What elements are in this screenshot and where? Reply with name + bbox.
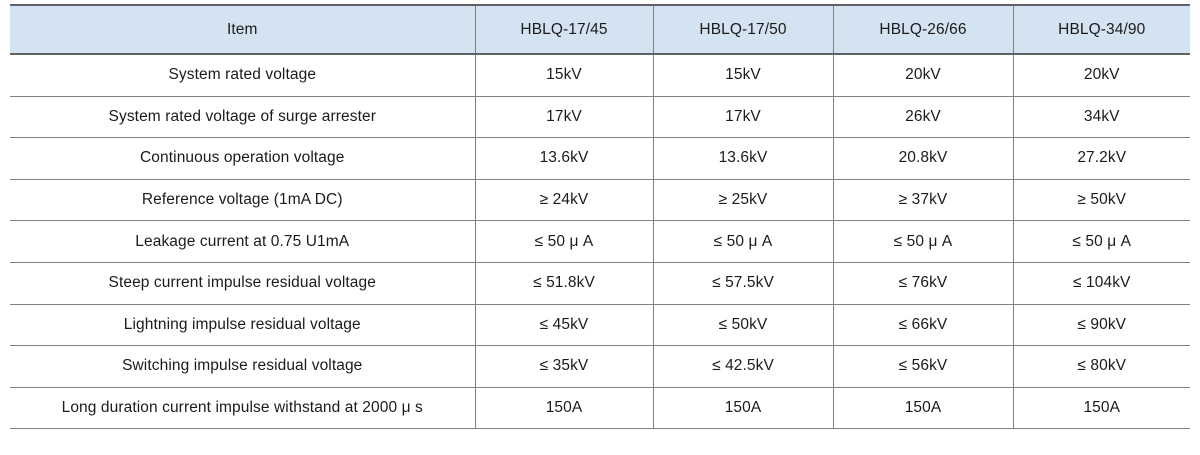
table-cell: ≤ 51.8kV xyxy=(474,261,654,305)
table-row: System rated voltage 15kV 15kV 20kV 20kV xyxy=(10,53,1190,97)
table-cell: ≤ 66kV xyxy=(832,303,1014,347)
table-row: Long duration current impulse withstand … xyxy=(10,386,1190,430)
table-cell: ≤ 76kV xyxy=(832,261,1014,305)
table-cell: 34kV xyxy=(1012,95,1190,139)
table-cell: ≤ 50 μ A xyxy=(1012,220,1190,263)
table-cell: 20kV xyxy=(1012,53,1190,97)
row-item-label: System rated voltage of surge arrester xyxy=(10,95,476,139)
table-row: Switching impulse residual voltage ≤ 35k… xyxy=(10,345,1190,388)
table-cell: ≤ 104kV xyxy=(1012,261,1190,305)
table-cell: 20kV xyxy=(832,53,1014,97)
row-item-label: Reference voltage (1mA DC) xyxy=(10,178,476,222)
table-cell: 150A xyxy=(474,386,654,430)
column-header-item: Item xyxy=(10,5,476,55)
table-cell: ≤ 50 μ A xyxy=(652,220,834,263)
column-header-model: HBLQ-17/50 xyxy=(652,5,834,55)
column-header-model: HBLQ-26/66 xyxy=(832,5,1014,55)
table-cell: 150A xyxy=(652,386,834,430)
row-item-label: Steep current impulse residual voltage xyxy=(10,261,476,305)
table-cell: 27.2kV xyxy=(1012,137,1190,180)
row-item-label: System rated voltage xyxy=(10,53,476,97)
table-cell: 150A xyxy=(1012,386,1190,430)
row-item-label: Continuous operation voltage xyxy=(10,137,476,180)
row-item-label: Leakage current at 0.75 U1mA xyxy=(10,220,476,263)
table-cell: ≤ 35kV xyxy=(474,345,654,388)
table-cell: 13.6kV xyxy=(474,137,654,180)
table-row: Steep current impulse residual voltage ≤… xyxy=(10,261,1190,305)
table-cell: ≥ 37kV xyxy=(832,178,1014,222)
table-cell: ≤ 50 μ A xyxy=(474,220,654,263)
row-item-label: Lightning impulse residual voltage xyxy=(10,303,476,347)
row-item-label: Switching impulse residual voltage xyxy=(10,345,476,388)
table-cell: 15kV xyxy=(652,53,834,97)
table-cell: 26kV xyxy=(832,95,1014,139)
table-cell: 17kV xyxy=(652,95,834,139)
table-row: Continuous operation voltage 13.6kV 13.6… xyxy=(10,137,1190,180)
table-row: System rated voltage of surge arrester 1… xyxy=(10,95,1190,139)
table-cell: ≤ 56kV xyxy=(832,345,1014,388)
table-cell: ≤ 42.5kV xyxy=(652,345,834,388)
surge-arrester-spec-table: Item HBLQ-17/45 HBLQ-17/50 HBLQ-26/66 HB… xyxy=(10,4,1190,430)
table-cell: ≤ 80kV xyxy=(1012,345,1190,388)
table-row: Reference voltage (1mA DC) ≥ 24kV ≥ 25kV… xyxy=(10,178,1190,222)
table-cell: ≥ 24kV xyxy=(474,178,654,222)
header-row: Item HBLQ-17/45 HBLQ-17/50 HBLQ-26/66 HB… xyxy=(10,5,1190,55)
table-cell: ≤ 45kV xyxy=(474,303,654,347)
table-cell: 13.6kV xyxy=(652,137,834,180)
table-cell: ≥ 25kV xyxy=(652,178,834,222)
table-cell: ≥ 50kV xyxy=(1012,178,1190,222)
table-cell: 17kV xyxy=(474,95,654,139)
column-header-model: HBLQ-17/45 xyxy=(474,5,654,55)
column-header-model: HBLQ-34/90 xyxy=(1012,5,1190,55)
table-cell: ≤ 90kV xyxy=(1012,303,1190,347)
table-cell: 150A xyxy=(832,386,1014,430)
table-cell: 15kV xyxy=(474,53,654,97)
table-row: Lightning impulse residual voltage ≤ 45k… xyxy=(10,303,1190,347)
table-row: Leakage current at 0.75 U1mA ≤ 50 μ A ≤ … xyxy=(10,220,1190,263)
row-item-label: Long duration current impulse withstand … xyxy=(10,386,476,430)
table-cell: ≤ 50 μ A xyxy=(832,220,1014,263)
table-cell: 20.8kV xyxy=(832,137,1014,180)
table-cell: ≤ 57.5kV xyxy=(652,261,834,305)
table-cell: ≤ 50kV xyxy=(652,303,834,347)
